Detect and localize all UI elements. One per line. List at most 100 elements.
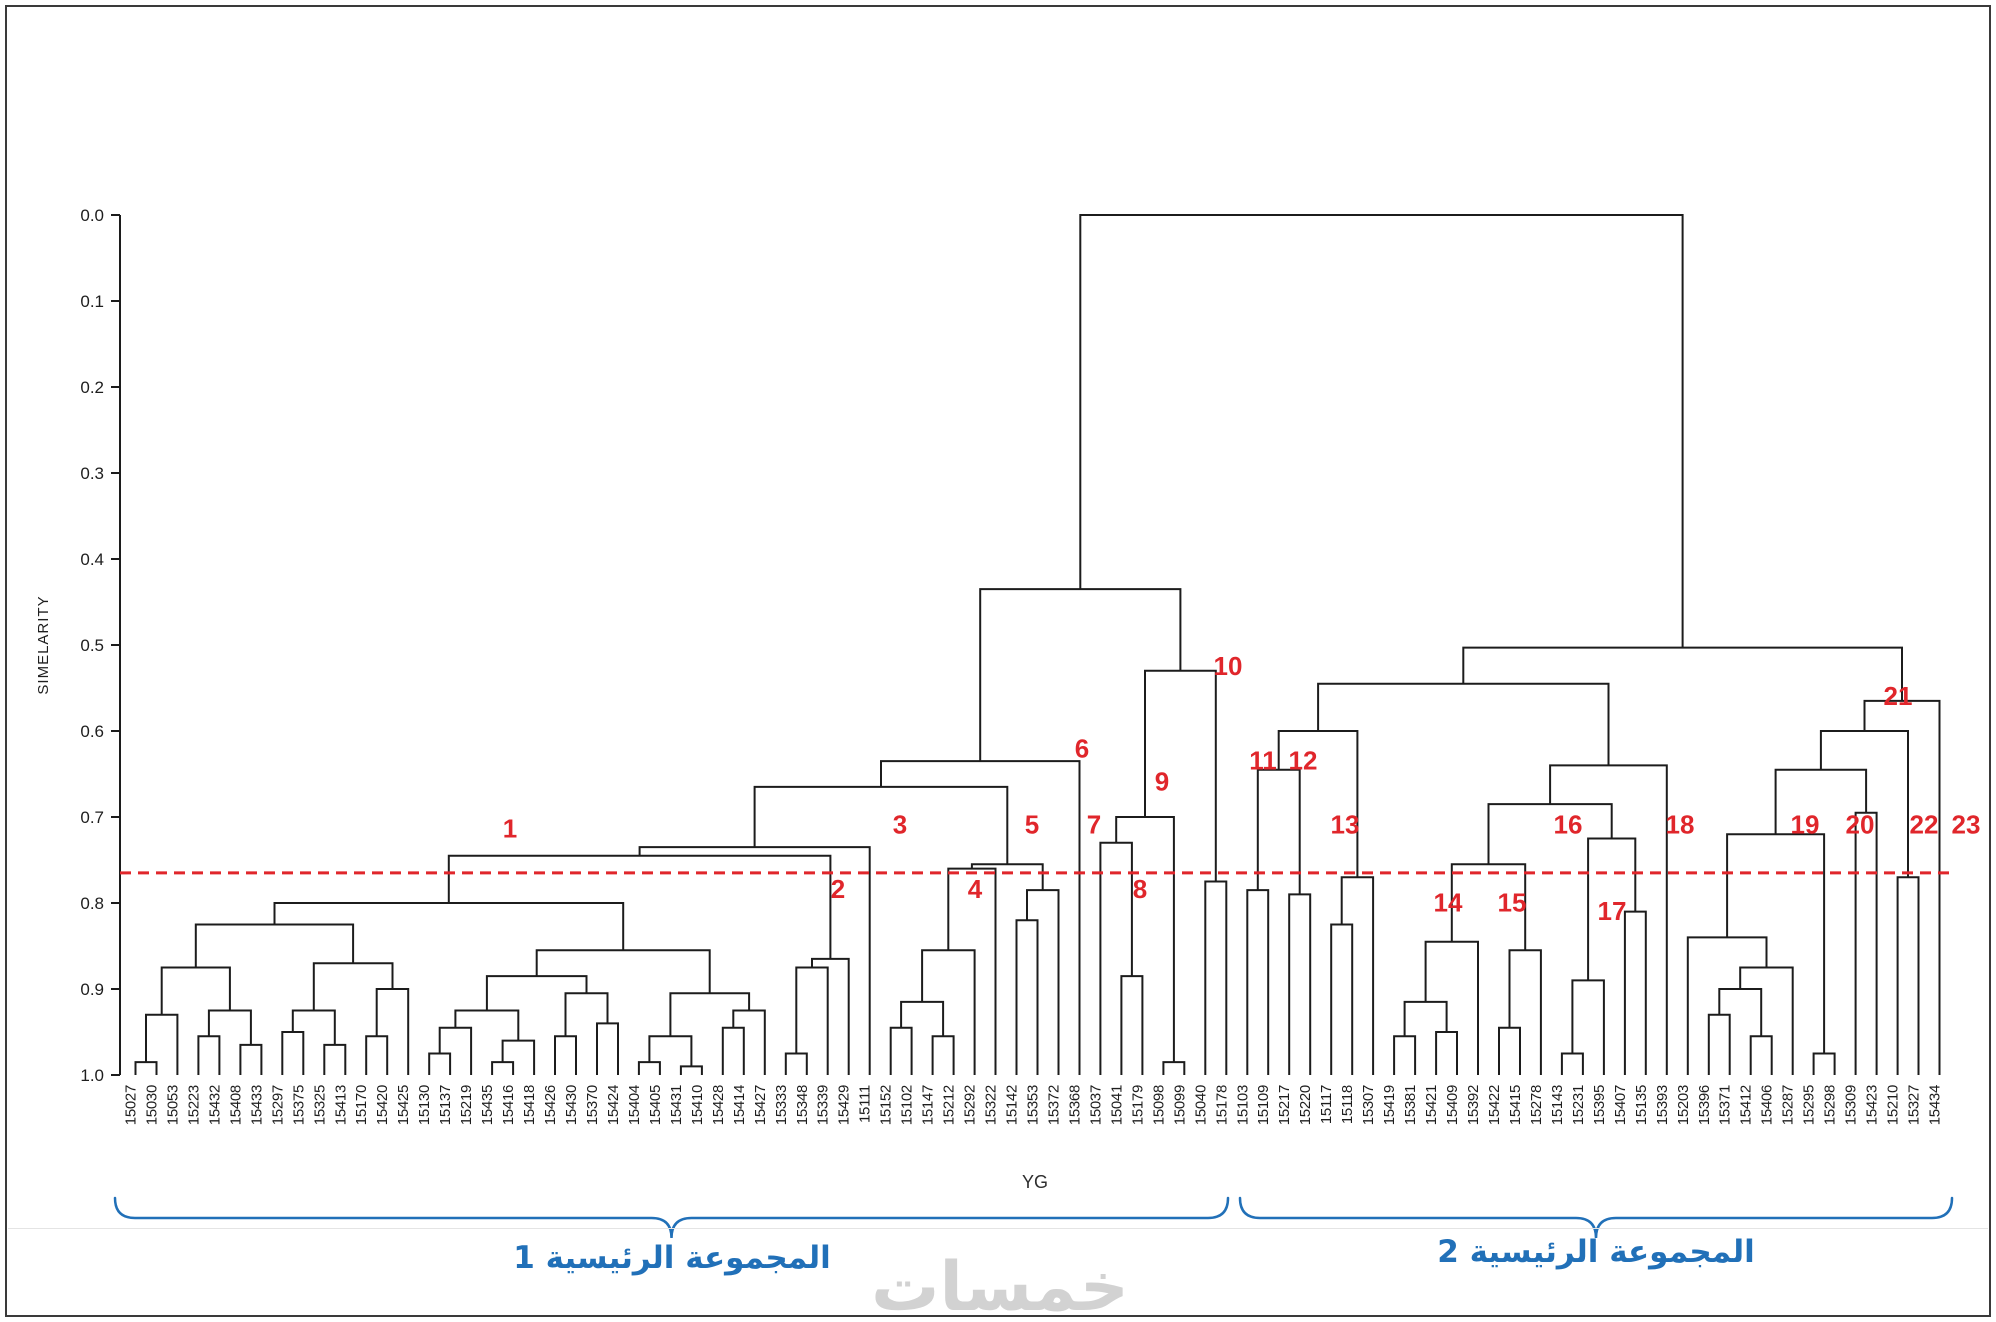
- leaf-label: 15219: [458, 1085, 475, 1125]
- leaf-label: 15220: [1297, 1085, 1314, 1125]
- leaf-label: 15111: [857, 1085, 874, 1123]
- leaf-label: 15292: [962, 1085, 979, 1125]
- leaf-label: 15420: [374, 1085, 391, 1125]
- leaf-label: 15223: [185, 1085, 202, 1125]
- leaf-label: 15103: [1234, 1085, 1251, 1125]
- leaf-label: 15409: [1444, 1085, 1461, 1125]
- leaf-label: 15118: [1339, 1085, 1356, 1124]
- leaf-label: 15393: [1654, 1085, 1671, 1125]
- leaf-label: 15212: [941, 1085, 958, 1125]
- cluster-number: 3: [893, 809, 907, 839]
- leaf-label: 15410: [689, 1085, 706, 1125]
- leaf-label: 15322: [983, 1085, 1000, 1125]
- y-tick-label: 1.0: [80, 1066, 104, 1085]
- group-brace-2: [1238, 1196, 1954, 1239]
- cluster-number: 9: [1155, 766, 1169, 796]
- cluster-number: 4: [968, 874, 983, 904]
- leaf-label: 15431: [668, 1085, 685, 1125]
- leaf-label: 15135: [1633, 1085, 1650, 1125]
- leaf-label: 15143: [1549, 1085, 1566, 1125]
- group-braces: [113, 1196, 1954, 1239]
- leaf-label: 15217: [1276, 1085, 1293, 1125]
- leaf-label: 15415: [1507, 1085, 1524, 1125]
- watermark-text: خمسات: [871, 1248, 1129, 1322]
- cluster-number: 20: [1846, 809, 1875, 839]
- leaf-label: 15425: [395, 1085, 412, 1125]
- leaf-label: 15423: [1864, 1085, 1881, 1125]
- leaf-label: 15375: [290, 1085, 307, 1125]
- leaf-label: 15041: [1108, 1085, 1125, 1125]
- leaf-label: 15137: [437, 1085, 454, 1125]
- leaf-label: 15407: [1612, 1085, 1629, 1125]
- leaf-label: 15309: [1843, 1085, 1860, 1125]
- cluster-number: 18: [1666, 809, 1695, 839]
- group-brace-1: [113, 1196, 1230, 1239]
- leaf-label: 15298: [1822, 1085, 1839, 1125]
- leaf-label: 15372: [1045, 1085, 1062, 1125]
- leaf-label: 15098: [1150, 1085, 1167, 1125]
- cluster-number: 6: [1075, 734, 1089, 764]
- similarity-axis: 0.0 0.1 0.2 0.3 0.4 0.5 0.6 0.7 0.8 0.9 1.0 SIMELAR…: [35, 206, 121, 1085]
- leaf-label: 15040: [1192, 1085, 1209, 1125]
- leaf-label: 15027: [122, 1085, 139, 1125]
- leaf-label: 15395: [1591, 1085, 1608, 1125]
- leaf-label: 15325: [311, 1085, 328, 1125]
- main-group-2-label: المجموعة الرئيسية 2: [1437, 1234, 1755, 1270]
- cluster-number: 11: [1249, 746, 1277, 776]
- y-tick-label: 0.7: [80, 808, 104, 827]
- y-tick-label: 0.5: [80, 636, 104, 655]
- cluster-number: 12: [1289, 746, 1318, 776]
- leaf-label: 15426: [542, 1085, 559, 1125]
- leaf-label: 15413: [332, 1085, 349, 1125]
- leaf-label: 15170: [353, 1085, 370, 1125]
- cluster-number: 15: [1498, 888, 1527, 918]
- leaf-label: 15405: [647, 1085, 664, 1125]
- leaf-label: 15130: [416, 1085, 433, 1125]
- y-tick-label: 0.6: [80, 722, 104, 741]
- leaf-labels: 15027 15030 15053 15223 15432 15408 15433 15297…: [122, 1085, 1943, 1125]
- leaf-label: 15297: [269, 1085, 286, 1125]
- leaf-label: 15030: [143, 1085, 160, 1125]
- leaf-label: 15109: [1255, 1085, 1272, 1125]
- leaf-label: 15428: [710, 1085, 727, 1125]
- leaf-label: 15432: [206, 1085, 223, 1125]
- leaf-label: 15152: [878, 1085, 895, 1125]
- figure-border: [5, 5, 1991, 1317]
- cluster-number: 5: [1025, 809, 1039, 839]
- leaf-label: 15421: [1423, 1085, 1440, 1125]
- cluster-number: 16: [1554, 809, 1583, 839]
- leaf-label: 15210: [1885, 1085, 1902, 1125]
- leaf-label: 15414: [731, 1085, 748, 1125]
- cluster-number: 7: [1087, 809, 1101, 839]
- leaf-label: 15333: [773, 1085, 790, 1125]
- leaf-label: 15231: [1570, 1085, 1587, 1125]
- leaf-label: 15295: [1801, 1085, 1818, 1125]
- leaf-label: 15419: [1381, 1085, 1398, 1125]
- x-axis-label: YG: [1022, 1172, 1048, 1192]
- leaf-label: 15099: [1171, 1085, 1188, 1125]
- leaf-label: 15142: [1004, 1085, 1021, 1125]
- leaf-label: 15433: [248, 1085, 265, 1125]
- y-tick-label: 0.4: [80, 550, 104, 569]
- y-tick-label: 0.1: [80, 292, 104, 311]
- y-axis-label: SIMELARITY: [35, 595, 52, 694]
- leaf-label: 15430: [563, 1085, 580, 1125]
- leaf-label: 15102: [899, 1085, 916, 1125]
- cluster-number: 17: [1598, 896, 1627, 926]
- leaf-label: 15278: [1528, 1085, 1545, 1125]
- leaf-label: 15424: [605, 1085, 622, 1125]
- cluster-number: 13: [1331, 809, 1360, 839]
- cluster-number: 19: [1791, 809, 1820, 839]
- leaf-label: 15396: [1696, 1085, 1713, 1125]
- dendrogram-path: [134, 214, 1941, 1075]
- cluster-number: 1: [503, 814, 517, 844]
- cluster-number: 10: [1214, 651, 1243, 681]
- cluster-number: 8: [1133, 874, 1147, 904]
- leaf-label: 15408: [227, 1085, 244, 1125]
- leaf-label: 15371: [1717, 1085, 1734, 1125]
- leaf-label: 15434: [1927, 1085, 1944, 1125]
- leaf-label: 15412: [1738, 1085, 1755, 1125]
